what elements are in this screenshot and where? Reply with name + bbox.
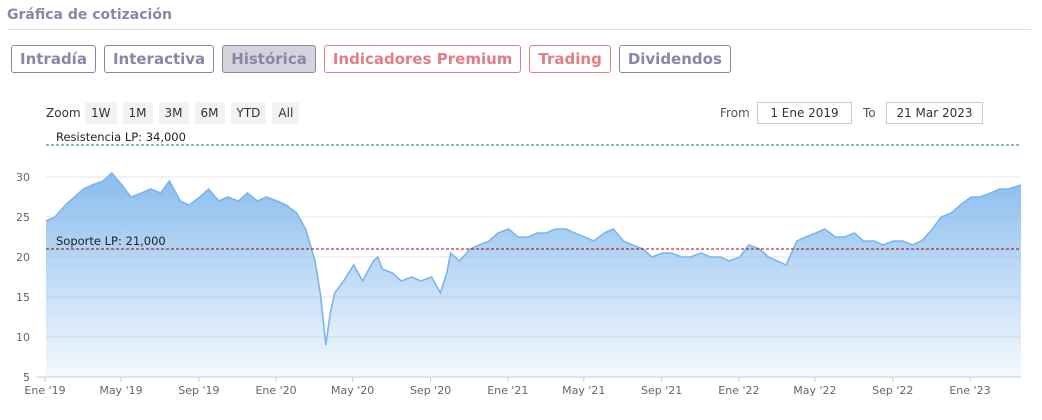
from-date-input[interactable] (757, 102, 852, 124)
y-tick-label: 15 (16, 291, 30, 304)
x-tick-label: Ene '20 (255, 384, 296, 397)
range-button-ytd[interactable]: YTD (230, 102, 267, 124)
x-tick-label: Sep '22 (872, 384, 913, 397)
section-title: Gráfica de cotización (7, 7, 172, 23)
x-tick-label: Ene '22 (718, 384, 759, 397)
y-tick-label: 30 (16, 171, 30, 184)
y-tick-label: 5 (23, 371, 30, 384)
x-tick-label: Sep '21 (641, 384, 682, 397)
x-tick-label: May '21 (562, 384, 605, 397)
tab-dividendos[interactable]: Dividendos (618, 45, 731, 73)
range-button-6m[interactable]: 6M (194, 102, 225, 124)
area-layer (45, 171, 1022, 377)
to-date-input[interactable] (886, 102, 983, 124)
tab-trading[interactable]: Trading (529, 45, 611, 73)
range-button-1w[interactable]: 1W (85, 102, 117, 124)
range-selector: 1W 1M 3M 6M YTD All (85, 102, 300, 124)
price-chart[interactable]: Resistencia LP: 34,000 Soporte LP: 21,000… (0, 130, 1042, 410)
reference-lines: Resistencia LP: 34,000 Soporte LP: 21,000 (46, 130, 1021, 250)
x-tick-label: Ene '21 (487, 384, 528, 397)
x-tick-label: Sep '19 (178, 384, 219, 397)
tab-historica[interactable]: Histórica (222, 45, 316, 73)
series-line (45, 171, 1022, 346)
tab-indicadores-premium[interactable]: Indicadores Premium (323, 45, 522, 73)
series-area (46, 173, 1021, 377)
tab-interactiva[interactable]: Interactiva (103, 45, 215, 73)
tab-intradia[interactable]: Intradía (11, 45, 96, 73)
chart-tabs: Intradía Interactiva Histórica Indicadores … (11, 45, 731, 73)
range-button-3m[interactable]: 3M (158, 102, 189, 124)
x-tick-label: May '22 (793, 384, 836, 397)
y-tick-label: 20 (16, 251, 30, 264)
y-tick-label: 10 (16, 331, 30, 344)
zoom-label: Zoom (46, 106, 81, 120)
from-label: From (720, 106, 750, 120)
y-tick-label: 25 (16, 211, 30, 224)
reference-line-label: Soporte LP: 21,000 (56, 234, 166, 248)
range-button-all[interactable]: All (272, 102, 300, 124)
x-tick-label: Ene '23 (949, 384, 990, 397)
to-label: To (863, 106, 876, 120)
x-tick-label: Ene '19 (24, 384, 65, 397)
y-axis: 5 10 15 20 25 30 (16, 171, 30, 384)
x-tick-label: May '20 (331, 384, 374, 397)
range-button-1m[interactable]: 1M (122, 102, 153, 124)
reference-line-label: Resistencia LP: 34,000 (56, 130, 186, 144)
x-tick-label: May '19 (99, 384, 142, 397)
x-axis: Ene '19 May '19 Sep '19 Ene '20 May '20 Sep '… (24, 376, 1021, 397)
title-divider (7, 29, 1031, 30)
x-tick-label: Sep '20 (410, 384, 451, 397)
